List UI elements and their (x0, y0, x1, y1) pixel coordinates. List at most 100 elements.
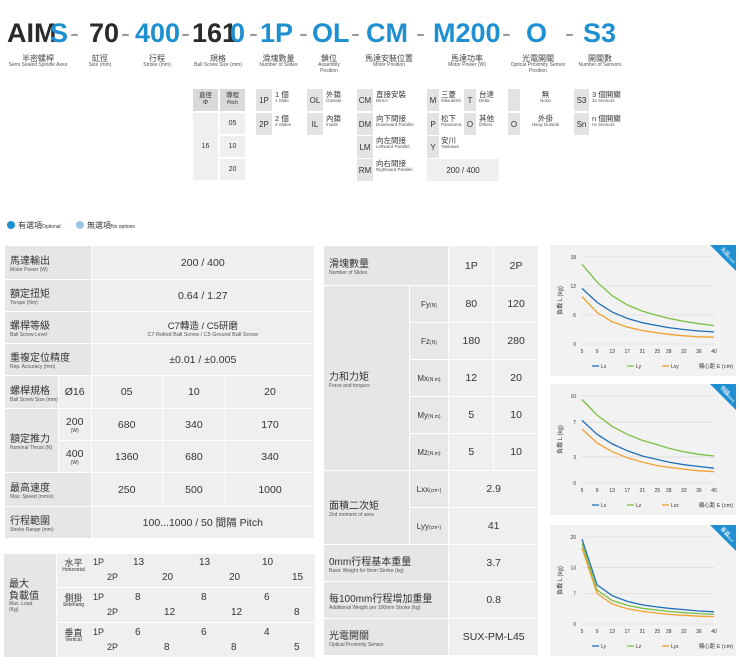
code-motor-pos: CM (366, 18, 408, 48)
row-force-my: My(N.m) 5 10 (324, 396, 539, 434)
load-p2: 2P (107, 572, 119, 582)
label-max-load: 最大 負載值 Max. Load (Kg) (4, 554, 56, 657)
speed-value: 250 (90, 472, 163, 507)
code-label: 馬達功率 Motor Power (W) (448, 54, 486, 69)
code-spec: 161 (192, 18, 238, 48)
load-value: 8 (135, 592, 141, 603)
label-motor-power: 馬達輸出 Motor Power (W) (4, 245, 92, 280)
y-tick-label: 7 (573, 592, 576, 598)
y-tick-label: 0 (573, 342, 576, 348)
row-force-mx: Mx(N.m) 12 20 (324, 359, 539, 397)
motor-pos-key: DM (357, 113, 373, 135)
thrust-value: 170 (225, 408, 315, 441)
x-tick-label: 5 (581, 629, 584, 635)
load-p1: 1P (93, 627, 105, 637)
code-label: 規格 Ball Screw Size (mm) (194, 54, 242, 69)
code-dash: - (249, 18, 258, 48)
code-dash: - (181, 18, 190, 48)
motor-brand-key: O (464, 113, 476, 135)
load-row-horizontal: 水平 Horizontal 1P 2P 13 20 13 20 10 15 (57, 554, 315, 587)
x-tick-label: 9 (596, 488, 599, 494)
motor-power-values: 200 / 400 (427, 159, 499, 181)
legend-label: Lx (601, 503, 607, 509)
legend-label: Lxy (671, 364, 679, 370)
assembly-option-key: IL (307, 113, 323, 135)
row-screw-level: 螺桿等級 Ball Screw Level C7轉造 / C5研磨 C7 Rolle… (4, 311, 316, 344)
row-thrust-400: 400 (W) 1360 680 340 (5, 440, 315, 473)
sensor-pos-key (508, 89, 520, 111)
legend-label: Lyz (671, 644, 679, 650)
thrust-power: 400 (W) (57, 440, 92, 473)
value-torque: 0.64 / 1.27 (90, 279, 316, 312)
legend-label: Ly (601, 644, 607, 650)
series-line-lyz (581, 547, 715, 618)
legend-label: Ly (636, 364, 642, 370)
row-moment-lxx: 面積二次矩 2nd moment of area Lxx(cm⁴) 2.9 (323, 470, 539, 545)
x-tick-label: 21 (640, 349, 646, 355)
label-add-weight: 每100mm行程增加重量 Additional Weight per 100mm … (322, 581, 450, 619)
code-label: 鎖位 Assembly Position (318, 54, 340, 74)
load-value: 8 (201, 592, 207, 603)
force-value: 10 (493, 396, 539, 434)
motor-brand-text: 台達 Delta (479, 90, 494, 103)
row-slides: 滑塊數量 Number of Slides 1P 2P (322, 245, 539, 286)
code-series: AIM (7, 18, 57, 48)
label-thrust: 額定推力 Nominal Thrust (N) (4, 408, 59, 473)
load-value: 15 (292, 572, 304, 583)
x-tick-label: 17 (624, 488, 630, 494)
motor-brand-text: 安川 Yaskawa (441, 136, 459, 149)
force-value: 280 (493, 322, 539, 360)
slides-col-2p: 2P (493, 245, 539, 286)
row-thrust-200: 額定推力 Nominal Thrust (N) 200 (W) 680 340 17… (4, 408, 315, 473)
force-value: 5 (448, 396, 495, 434)
series-line-lx (581, 419, 715, 469)
x-tick-label: 5 (581, 349, 584, 355)
force-value: 10 (493, 433, 539, 471)
diameter-value: 16 (193, 113, 218, 180)
x-tick-label: 36 (696, 629, 702, 635)
load-value: 20 (162, 572, 174, 583)
row-accuracy: 重複定位精度 Rep. Accuracy (mm) ±0.01 / ±0.005 (4, 343, 316, 376)
label-screw-size: 螺桿規格 Ball Screw Size (mm) (4, 375, 59, 409)
label-base-weight: 0mm行程基本重量 Basic Weight for 0mm Stroke (kg… (322, 544, 450, 582)
label-force: 力和力矩 Force and torques (323, 285, 410, 471)
value-add-weight: 0.8 (448, 581, 539, 619)
speed-value: 500 (161, 472, 227, 507)
x-tick-label: 40 (711, 629, 717, 635)
row-screw-size: 螺桿規格 Ball Screw Size (mm) Ø16 05 10 20 (4, 375, 315, 409)
none-dot-icon (76, 221, 84, 229)
force-symbol: Fy(N) (408, 285, 450, 323)
x-tick-label: 32 (681, 488, 687, 494)
row-motor-power: 馬達輸出 Motor Power (W) 200 / 400 (4, 245, 316, 280)
y-axis-label: 負載 L (kg) (556, 566, 564, 595)
force-value: 120 (493, 285, 539, 323)
badge-label-en: Vertical (723, 532, 734, 543)
label-sensor: 光電開關 Optical Proximity Sensor (322, 618, 450, 656)
moment-value: 41 (448, 507, 539, 545)
force-value: 12 (448, 359, 495, 397)
motor-pos-key: CM (357, 89, 373, 111)
x-tick-label: 9 (596, 629, 599, 635)
code-dash: - (351, 18, 360, 48)
load-value: 5 (294, 642, 300, 653)
x-tick-label: 25 (655, 488, 661, 494)
load-row-sidehang: 側掛 Sidehang 1P 2P 8 12 8 12 6 8 (57, 588, 315, 622)
code-spec-pitch: 0 (230, 18, 246, 48)
pitch-option: 05 (220, 113, 245, 134)
code-dash: - (416, 18, 425, 48)
orientation-badge (710, 525, 736, 551)
x-tick-label: 5 (581, 488, 584, 494)
load-orientation: 垂直 Vertical (64, 628, 83, 643)
code-label: 開關數 Number of Sensors (578, 54, 622, 69)
value-base-weight: 3.7 (448, 544, 539, 582)
thrust-value: 340 (225, 440, 315, 473)
thrust-value: 1360 (90, 440, 163, 473)
x-tick-label: 28 (666, 349, 672, 355)
load-orientation: 側掛 Sidehang (62, 593, 85, 608)
force-symbol: My(N.m) (408, 396, 450, 434)
moment-symbol: Lxx(cm⁴) (408, 470, 450, 508)
code-dash: - (121, 18, 130, 48)
load-value: 13 (133, 557, 145, 568)
